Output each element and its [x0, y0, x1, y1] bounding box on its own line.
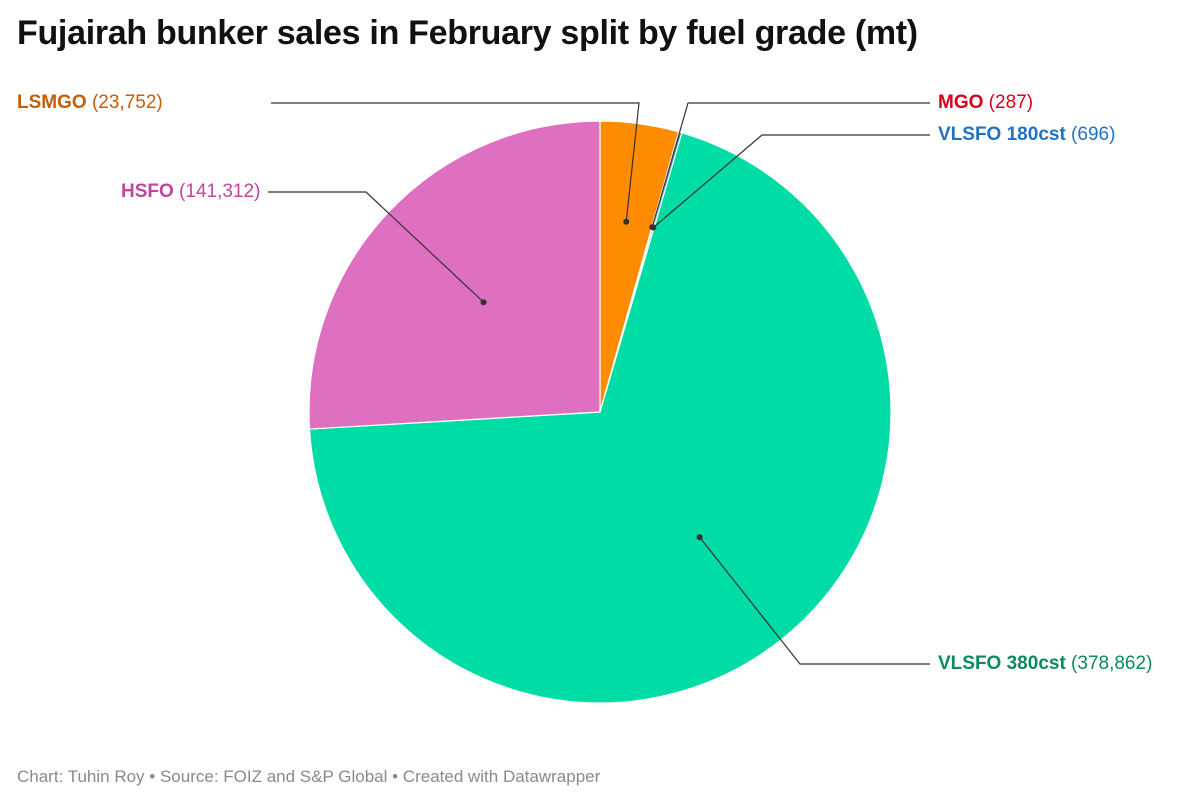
slice-label-value: (141,312)	[174, 181, 261, 202]
footer-separator: •	[144, 767, 160, 786]
chart-title: Fujairah bunker sales in February split …	[17, 14, 918, 52]
slice-label-value: (23,752)	[87, 92, 163, 113]
slice-label-name: VLSFO 380cst	[938, 653, 1066, 674]
slice-label-name: MGO	[938, 92, 983, 113]
footer-separator: •	[387, 767, 403, 786]
leader-dot-vlsfo-180cst	[650, 224, 657, 231]
slice-label-hsfo: HSFO (141,312)	[121, 181, 260, 202]
footer-author: Chart: Tuhin Roy	[17, 767, 145, 786]
slice-label-mgo: MGO (287)	[938, 92, 1033, 113]
leader-lines	[268, 102, 930, 665]
leader-dot-lsmgo	[623, 218, 630, 225]
slice-label-vlsfo-380cst: VLSFO 380cst (378,862)	[938, 653, 1152, 674]
leader-line-hsfo	[268, 191, 484, 303]
slice-labels: LSMGO (23,752) MGO (287) VLSFO 180cst (696…	[17, 92, 1152, 674]
slice-label-name: HSFO	[121, 181, 174, 202]
leader-dot-hsfo	[480, 299, 487, 306]
leader-line-mgo	[651, 102, 930, 228]
leader-line-vlsfo-380cst	[699, 536, 930, 665]
slice-label-value: (378,862)	[1066, 653, 1153, 674]
footer-source: Source: FOIZ and S&P Global	[159, 767, 388, 786]
slice-label-name: LSMGO	[17, 92, 87, 113]
leader-line-lsmgo	[271, 102, 640, 222]
pie-slices	[308, 120, 892, 704]
slice-label-lsmgo: LSMGO (23,752)	[17, 92, 163, 113]
slice-label-vlsfo-180cst: VLSFO 180cst (696)	[938, 124, 1115, 145]
chart-footer: Chart: Tuhin Roy • Source: FOIZ and S&P …	[17, 767, 600, 787]
leader-dot-vlsfo-380cst	[696, 534, 703, 541]
leader-line-vlsfo-180cst	[652, 134, 930, 228]
slice-label-name: VLSFO 180cst	[938, 124, 1066, 145]
footer-credit: Created with Datawrapper	[402, 767, 601, 786]
slice-label-value: (696)	[1066, 124, 1116, 145]
slice-label-value: (287)	[983, 92, 1033, 113]
